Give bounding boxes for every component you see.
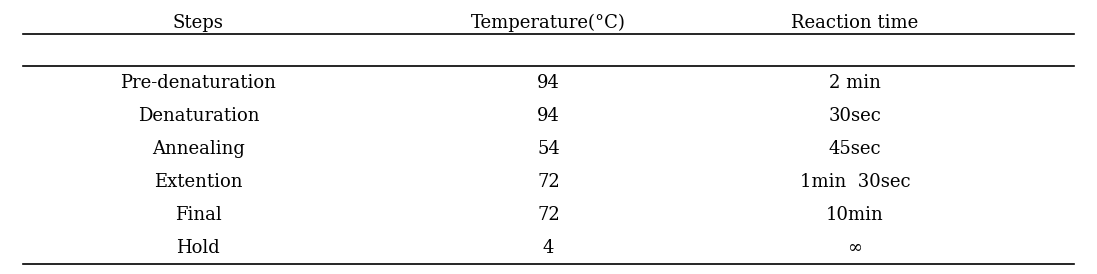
Text: Denaturation: Denaturation [137,107,259,125]
Text: 45sec: 45sec [828,140,881,158]
Text: Annealing: Annealing [151,140,245,158]
Text: 54: 54 [538,140,559,158]
Text: ∞: ∞ [847,239,862,257]
Text: Steps: Steps [173,14,224,32]
Text: Extention: Extention [154,173,242,191]
Text: 30sec: 30sec [828,107,881,125]
Text: 4: 4 [543,239,554,257]
Text: Hold: Hold [177,239,220,257]
Text: 72: 72 [538,173,559,191]
Text: 2 min: 2 min [829,74,881,92]
Text: 94: 94 [538,74,559,92]
Text: 10min: 10min [826,206,884,224]
Text: Final: Final [176,206,222,224]
Text: 1min  30sec: 1min 30sec [800,173,911,191]
Text: Reaction time: Reaction time [791,14,918,32]
Text: Pre-denaturation: Pre-denaturation [121,74,276,92]
Text: 94: 94 [538,107,559,125]
Text: Temperature(°C): Temperature(°C) [471,14,626,32]
Text: 72: 72 [538,206,559,224]
